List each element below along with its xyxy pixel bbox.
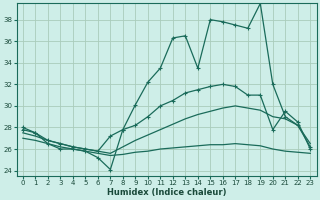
X-axis label: Humidex (Indice chaleur): Humidex (Indice chaleur) xyxy=(107,188,226,197)
